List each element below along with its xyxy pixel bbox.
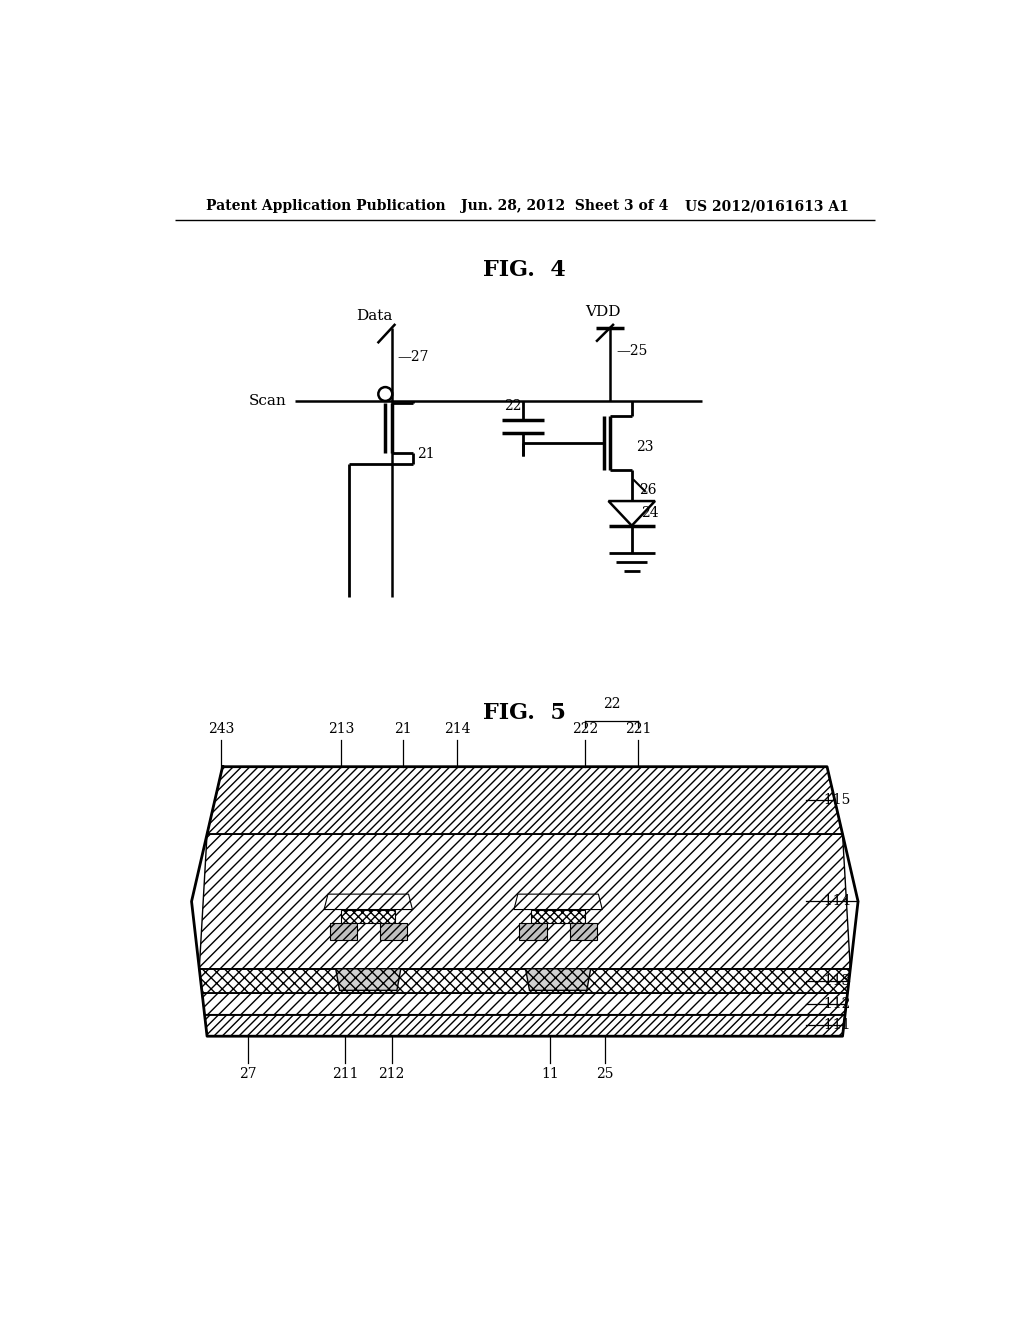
Polygon shape: [531, 909, 586, 924]
Text: FIG.  4: FIG. 4: [483, 259, 566, 281]
Text: Scan: Scan: [249, 393, 287, 408]
Text: 22: 22: [504, 400, 521, 413]
Text: 21: 21: [417, 447, 435, 461]
Text: 23: 23: [636, 440, 653, 454]
Text: VDD: VDD: [586, 305, 621, 319]
Polygon shape: [380, 924, 407, 940]
Text: 222: 222: [572, 722, 598, 737]
Text: —115: —115: [810, 793, 850, 808]
Text: Jun. 28, 2012  Sheet 3 of 4: Jun. 28, 2012 Sheet 3 of 4: [461, 199, 669, 213]
Text: 25: 25: [596, 1067, 613, 1081]
Polygon shape: [519, 924, 547, 940]
Text: 24: 24: [641, 507, 658, 520]
Text: —113: —113: [810, 974, 850, 987]
Text: 26: 26: [640, 483, 657, 496]
Text: Patent Application Publication: Patent Application Publication: [206, 199, 445, 213]
Polygon shape: [207, 767, 843, 834]
Polygon shape: [202, 993, 848, 1015]
Polygon shape: [341, 909, 395, 924]
Text: 22: 22: [603, 697, 621, 711]
Text: 211: 211: [332, 1067, 358, 1081]
Polygon shape: [200, 969, 850, 993]
Text: US 2012/0161613 A1: US 2012/0161613 A1: [685, 199, 849, 213]
Polygon shape: [330, 924, 356, 940]
Text: —114: —114: [810, 895, 851, 908]
Text: 212: 212: [378, 1067, 404, 1081]
Polygon shape: [324, 894, 413, 909]
Text: 21: 21: [394, 722, 412, 737]
Polygon shape: [569, 924, 597, 940]
Polygon shape: [525, 969, 591, 990]
Polygon shape: [205, 1015, 845, 1036]
Polygon shape: [200, 834, 850, 969]
Text: 213: 213: [328, 722, 354, 737]
Text: FIG.  5: FIG. 5: [483, 702, 566, 723]
Text: —111: —111: [810, 1019, 851, 1032]
Text: —112: —112: [810, 997, 850, 1011]
Text: 243: 243: [208, 722, 234, 737]
Text: —27: —27: [397, 350, 429, 364]
Text: 11: 11: [542, 1067, 559, 1081]
Polygon shape: [336, 969, 400, 990]
Text: 214: 214: [444, 722, 471, 737]
Text: Data: Data: [356, 309, 393, 323]
Polygon shape: [514, 894, 602, 909]
Text: 221: 221: [625, 722, 651, 737]
Text: 27: 27: [240, 1067, 257, 1081]
Text: —25: —25: [616, 345, 647, 358]
